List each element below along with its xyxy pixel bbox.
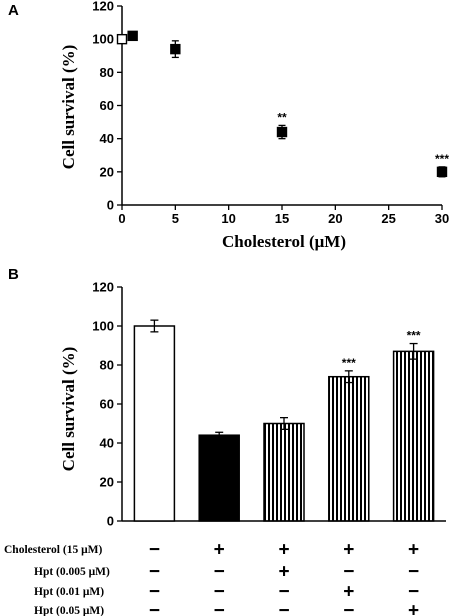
treatment-sign: −	[343, 562, 354, 583]
panel-a-significance-label: ***	[435, 152, 449, 166]
panel-b-bar	[392, 350, 435, 522]
panel-b-label: B	[8, 266, 19, 283]
panel-b-y-tick-label: 80	[100, 358, 114, 373]
panel-b-y-tick-label: 20	[100, 475, 114, 490]
treatment-sign: −	[278, 601, 289, 616]
panel-a-significance-label: **	[277, 110, 287, 124]
treatment-sign: −	[214, 582, 225, 603]
treatment-table: Cholesterol (15 μM) − + + + +Hpt (0.005 μM) − −…	[4, 540, 419, 616]
panel-a-data-point	[116, 33, 128, 45]
treatment-row-label: Hpt (0.01 μM)	[34, 586, 104, 598]
panel-b-ylabel: Cell survival (%)	[59, 347, 78, 472]
panel-a-x-tick-label: 20	[328, 211, 342, 226]
panel-a-y-tick-label: 120	[92, 0, 114, 14]
panel-b-y-tick-label: 0	[107, 514, 114, 529]
panel-a-x-tick-label: 5	[172, 211, 179, 226]
panel-a-y-tick-label: 80	[100, 65, 114, 80]
treatment-sign: +	[278, 562, 289, 583]
panel-b-significance-label: ***	[342, 356, 356, 370]
panel-b-y-tick-label: 60	[100, 397, 114, 412]
treatment-sign: −	[149, 582, 160, 603]
treatment-sign: −	[214, 601, 225, 616]
treatment-sign: +	[408, 601, 419, 616]
panel-b-bar	[133, 325, 176, 522]
panel-a-x-tick-label: 0	[118, 211, 125, 226]
panel-a-y-tick-label: 100	[92, 32, 114, 47]
treatment-sign: −	[149, 562, 160, 583]
treatment-sign: −	[149, 540, 160, 561]
panel-a-y-tick-label: 60	[100, 98, 114, 113]
treatment-sign: −	[214, 562, 225, 583]
treatment-sign: +	[278, 540, 289, 561]
panel-b-bar	[328, 375, 370, 522]
panel-a-x-tick-label: 10	[221, 211, 235, 226]
panel-a-label: A	[8, 2, 19, 19]
treatment-sign: −	[408, 562, 419, 583]
panel-a-xlabel: Cholesterol (μM)	[222, 232, 346, 251]
panel-a-y-tick-label: 40	[100, 131, 114, 146]
panel-b-y-tick-label: 120	[92, 280, 114, 295]
panel-a-y-tick-label: 20	[100, 164, 114, 179]
treatment-sign: −	[343, 601, 354, 616]
treatment-sign: −	[149, 601, 160, 616]
treatment-sign: +	[214, 540, 225, 561]
treatment-row-label: Hpt (0.005 μM)	[34, 566, 110, 578]
panel-a-x-tick-label: 25	[381, 211, 395, 226]
panel-a-ylabel: Cell survival (%)	[59, 45, 78, 170]
panel-a-data-point	[436, 166, 448, 178]
panel-b-significance-label: ***	[407, 329, 421, 343]
panel-b-bar	[263, 422, 305, 522]
panel-b-plot: 0 20 40 60 80 100 120 *** ***	[92, 280, 446, 529]
panel-a-y-tick-label: 0	[107, 198, 114, 213]
treatment-sign: −	[278, 582, 289, 603]
panel-a-data-point	[170, 43, 181, 55]
treatment-row-label: Cholesterol (15 μM)	[4, 544, 102, 556]
treatment-sign: +	[408, 540, 419, 561]
panel-b-y-tick-label: 100	[92, 319, 114, 334]
treatment-row-label: Hpt (0.05 μM)	[34, 605, 104, 616]
panel-a-data-point	[276, 126, 288, 138]
panel-b-y-tick-label: 40	[100, 436, 114, 451]
panel-a-x-tick-label: 15	[275, 211, 289, 226]
treatment-sign: +	[343, 540, 354, 561]
treatment-sign: −	[408, 582, 419, 603]
panel-b-bar	[198, 434, 240, 522]
panel-a-x-tick-label: 30	[435, 211, 449, 226]
treatment-sign: +	[343, 582, 354, 603]
panel-a-data-point	[127, 30, 138, 42]
